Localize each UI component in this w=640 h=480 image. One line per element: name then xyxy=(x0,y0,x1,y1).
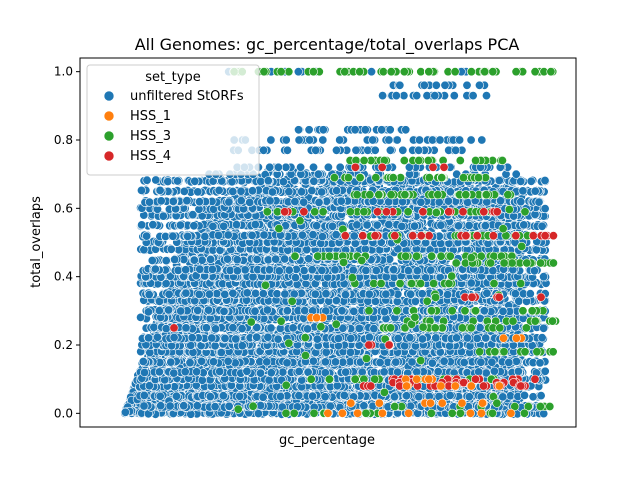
chart-title: All Genomes: gc_percentage/total_overlap… xyxy=(135,35,520,55)
scatter-points xyxy=(120,67,560,419)
